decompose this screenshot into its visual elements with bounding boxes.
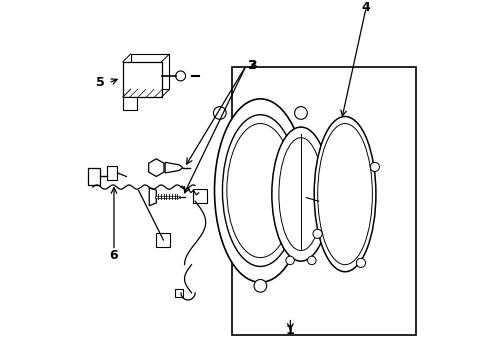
Text: 3: 3 <box>247 59 256 72</box>
Text: 6: 6 <box>109 249 118 262</box>
Bar <box>175 289 183 297</box>
Circle shape <box>213 107 225 119</box>
Bar <box>193 189 207 203</box>
Ellipse shape <box>313 117 375 272</box>
Text: 4: 4 <box>361 1 370 14</box>
Circle shape <box>312 229 322 238</box>
Ellipse shape <box>278 138 323 251</box>
Circle shape <box>369 162 379 172</box>
Polygon shape <box>149 188 156 206</box>
Bar <box>232 67 415 335</box>
Ellipse shape <box>271 127 329 261</box>
Text: 5: 5 <box>96 76 105 90</box>
Polygon shape <box>165 162 183 173</box>
Circle shape <box>253 279 266 292</box>
Bar <box>130 54 169 89</box>
Ellipse shape <box>295 190 305 205</box>
Polygon shape <box>148 159 163 176</box>
Circle shape <box>356 258 365 267</box>
Circle shape <box>175 71 185 81</box>
Bar <box>156 233 170 247</box>
Circle shape <box>285 256 294 265</box>
Circle shape <box>307 256 315 265</box>
Ellipse shape <box>222 115 298 266</box>
Bar <box>122 97 137 111</box>
Bar <box>107 166 117 180</box>
Text: 1: 1 <box>285 324 294 337</box>
Bar <box>87 168 100 185</box>
Text: 2: 2 <box>247 59 256 72</box>
Circle shape <box>294 107 306 119</box>
Bar <box>122 62 161 97</box>
Ellipse shape <box>226 123 293 258</box>
Ellipse shape <box>214 99 305 282</box>
Ellipse shape <box>317 123 372 265</box>
